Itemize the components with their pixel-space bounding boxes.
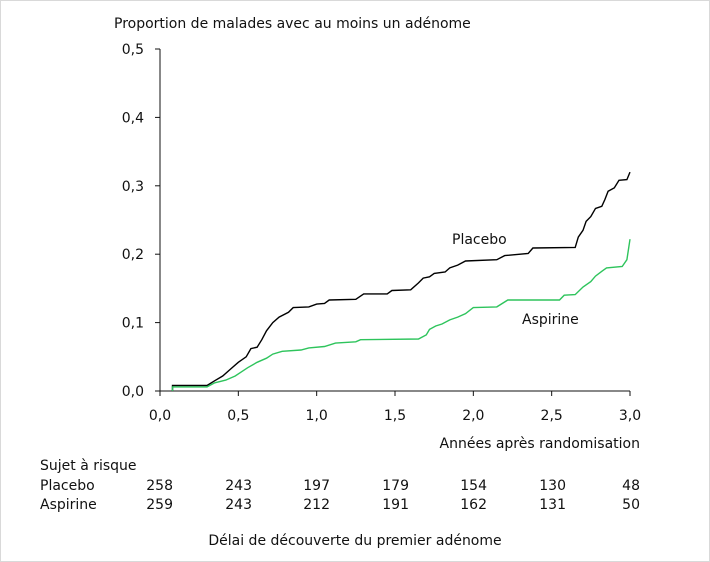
at-risk-value: 130 xyxy=(539,478,566,494)
at-risk-value: 258 xyxy=(146,478,173,494)
at-risk-value: 212 xyxy=(303,497,330,513)
at-risk-value: 162 xyxy=(460,497,487,513)
x-tick-label: 0,5 xyxy=(227,408,249,424)
at-risk-value: 197 xyxy=(303,478,330,494)
x-axis-label: Années après randomisation xyxy=(440,436,640,452)
figure-caption: Délai de découverte du premier adénome xyxy=(208,533,502,549)
chart-title: Proportion de malades avec au moins un a… xyxy=(114,16,471,32)
y-tick-label: 0,2 xyxy=(122,247,144,263)
x-tick-label: 1,0 xyxy=(306,408,328,424)
at-risk-label-aspirine: Aspirine xyxy=(40,497,97,513)
at-risk-row-aspirine: Aspirine 259 243 212 191 162 131 50 xyxy=(40,496,660,514)
series-line-placebo xyxy=(171,171,631,391)
at-risk-title: Sujet à risque xyxy=(40,458,137,474)
y-tick-label: 0,1 xyxy=(122,316,144,332)
at-risk-value: 131 xyxy=(539,497,566,513)
y-tick-label: 0,3 xyxy=(122,179,144,195)
at-risk-value: 259 xyxy=(146,497,173,513)
x-tick-group: 0,0 0,5 1,0 1,5 2,0 2,5 3,0 xyxy=(149,391,641,424)
at-risk-value: 191 xyxy=(382,497,409,513)
chart-svg: Proportion de malades avec au moins un a… xyxy=(114,16,641,452)
at-risk-row-placebo: Placebo 258 243 197 179 154 130 48 xyxy=(40,477,660,495)
at-risk-value: 243 xyxy=(225,497,252,513)
at-risk-value: 243 xyxy=(225,478,252,494)
at-risk-value: 48 xyxy=(622,478,640,494)
y-tick-group: 0,0 0,1 0,2 0,3 0,4 0,5 xyxy=(122,42,160,400)
series-label-aspirine: Aspirine xyxy=(522,312,579,328)
y-tick-label: 0,5 xyxy=(122,42,144,58)
x-tick-label: 1,5 xyxy=(384,408,406,424)
series-label-placebo: Placebo xyxy=(452,232,507,248)
at-risk-label-placebo: Placebo xyxy=(40,478,95,494)
y-tick-label: 0,0 xyxy=(122,384,144,400)
at-risk-value: 154 xyxy=(460,478,487,494)
y-tick-label: 0,4 xyxy=(122,110,144,126)
x-tick-label: 2,5 xyxy=(541,408,563,424)
at-risk-value: 179 xyxy=(382,478,409,494)
at-risk-value: 50 xyxy=(622,497,640,513)
series-line-aspirine xyxy=(171,239,631,391)
x-tick-label: 2,0 xyxy=(462,408,484,424)
x-tick-label: 3,0 xyxy=(619,408,641,424)
x-tick-label: 0,0 xyxy=(149,408,171,424)
